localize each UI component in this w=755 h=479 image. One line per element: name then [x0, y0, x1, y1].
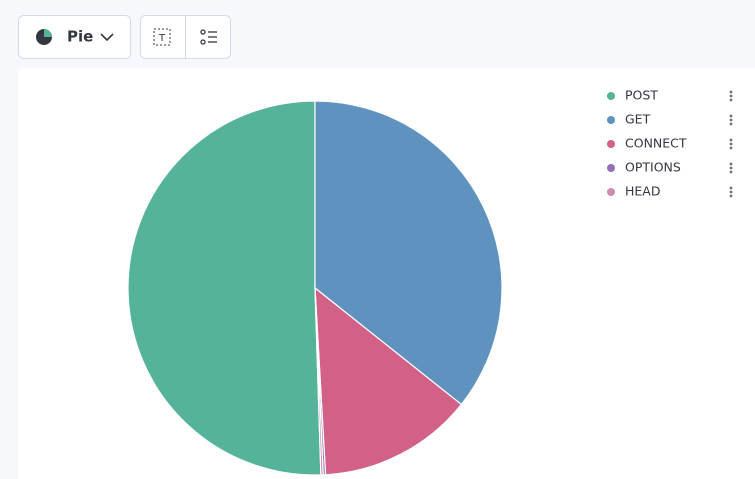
legend-swatch [607, 164, 615, 172]
axis-settings-button[interactable]: T [153, 28, 171, 46]
legend-settings-button[interactable] [200, 29, 217, 45]
pie [127, 100, 503, 476]
legend-menu-dot[interactable] [729, 122, 733, 126]
legend-menu-dot[interactable] [729, 186, 733, 190]
legend-menu-dot[interactable] [729, 190, 733, 194]
legend-swatch [607, 116, 615, 124]
dropdown-arrow [100, 33, 114, 42]
pie-slice[interactable] [314, 287, 324, 476]
legend-menu-dot[interactable] [729, 146, 733, 150]
legend-menu-dot[interactable] [729, 194, 733, 198]
chart-type-button[interactable]: Pie [18, 15, 131, 59]
legend-menu-dot[interactable] [729, 138, 733, 142]
legend: POST GET CONNECT OPTIONS HEAD [607, 88, 733, 199]
pie-slice[interactable] [127, 100, 322, 476]
icon: T [158, 33, 166, 44]
legend-menu-dot[interactable] [729, 118, 733, 122]
legend-swatch [607, 92, 615, 100]
pie-slice[interactable] [314, 100, 503, 406]
legend-label[interactable]: CONNECT [625, 136, 687, 151]
legend-swatch [607, 140, 615, 148]
legend-menu-dot[interactable] [729, 114, 733, 118]
chart-type-label: Pie [67, 28, 93, 46]
legend-menu-dot[interactable] [729, 94, 733, 98]
legend-label[interactable]: OPTIONS [625, 160, 681, 175]
legend-menu-dot[interactable] [729, 166, 733, 170]
legend-menu-dot[interactable] [729, 170, 733, 174]
legend-swatch [607, 188, 615, 196]
legend-menu-dot[interactable] [729, 90, 733, 94]
legend-label[interactable]: POST [625, 88, 658, 103]
legend-label[interactable]: GET [625, 112, 651, 127]
pie-icon-slice [44, 29, 52, 37]
pie-slice[interactable] [314, 286, 463, 476]
legend-menu-dot[interactable] [729, 98, 733, 102]
legend-menu-dot[interactable] [729, 162, 733, 166]
legend-label[interactable]: HEAD [625, 184, 660, 199]
legend-menu-dot[interactable] [729, 142, 733, 146]
